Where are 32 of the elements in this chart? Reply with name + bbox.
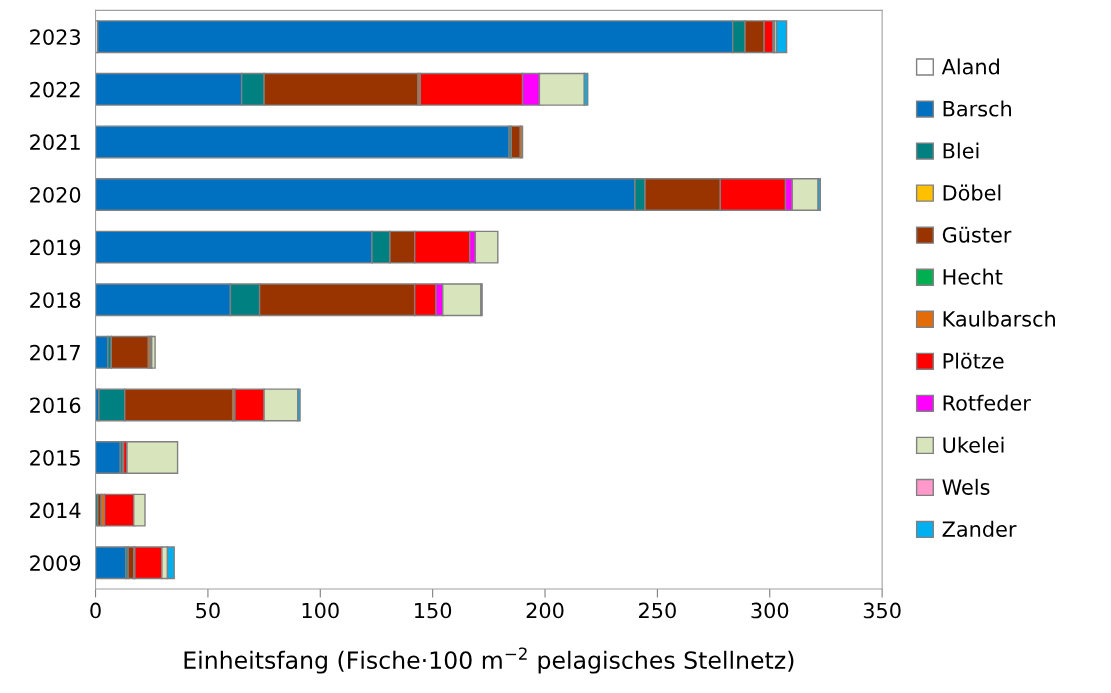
y-tick-label: 2017 — [30, 344, 80, 361]
x-tick-label: 250 — [639, 602, 676, 619]
legend-label: Ukelei — [943, 436, 1004, 453]
y-tick-label: 2009 — [30, 555, 81, 571]
legend-label: Wels — [942, 478, 990, 495]
legend-label: Hecht — [943, 268, 1003, 285]
legend-label: Aland — [941, 58, 999, 75]
y-tick-label: 2020 — [30, 186, 81, 203]
legend-label: Döbel — [943, 184, 1001, 201]
legend-label: Kaulbarsch — [943, 310, 1055, 327]
y-tick-label: 2021 — [30, 134, 80, 151]
legend-label: Rotfeder — [943, 394, 1031, 411]
y-tick-label: 2023 — [30, 29, 80, 45]
x-tick-label: 350 — [863, 602, 901, 619]
x-tick-label: 0 — [90, 602, 101, 619]
y-tick-label: 2019 — [30, 239, 81, 256]
x-axis-title: Einheitsfang (Fische·100 m$^{−2}$ pelagisches Stellnetz) — [184, 647, 794, 674]
x-tick-label: 100 — [302, 602, 339, 619]
x-tick-label: 50 — [196, 602, 220, 619]
legend-label: Güster — [942, 226, 1012, 243]
y-tick-label: 2018 — [30, 292, 81, 308]
x-tick-label: 300 — [751, 602, 789, 619]
legend-label: Zander — [942, 520, 1017, 537]
y-tick-label: 2014 — [30, 502, 81, 519]
y-tick-label: 2016 — [30, 397, 81, 414]
legend-label: Plötze — [943, 352, 1004, 369]
x-tick-label: 150 — [415, 602, 452, 619]
x-tick-label: 200 — [526, 602, 564, 619]
legend-label: Barsch — [943, 100, 1011, 117]
legend-label: Blei — [943, 142, 979, 159]
y-tick-label: 2022 — [30, 81, 80, 98]
y-tick-label: 2015 — [30, 449, 80, 466]
